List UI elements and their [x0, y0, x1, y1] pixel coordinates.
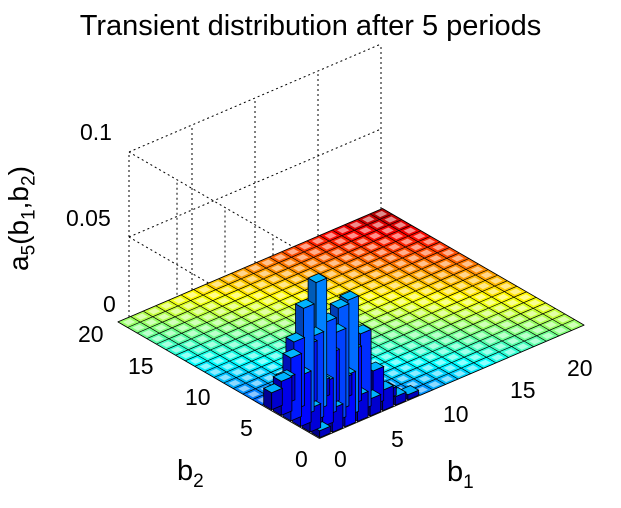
z-tick-label: 0 — [103, 291, 116, 318]
bar — [264, 384, 283, 410]
z-axis-label-main: a — [3, 255, 34, 271]
x-axis-label-sub: 1 — [463, 472, 474, 493]
y-tick-label: 20 — [78, 321, 104, 348]
z-tick-label: 0.05 — [66, 205, 111, 232]
x-tick-label: 20 — [567, 355, 593, 382]
z-axis-label: a5(b1,b2) — [3, 166, 41, 271]
z-axis-label-arg1: b — [3, 220, 34, 236]
z-axis-label-sub: 5 — [19, 245, 40, 256]
x-tick-label: 10 — [443, 401, 469, 428]
z-axis-label-arg1-sub: 1 — [19, 209, 40, 220]
x-tick-label: 15 — [510, 377, 536, 404]
x-tick-label: 0 — [334, 446, 347, 473]
x-axis-label-main: b — [447, 456, 463, 488]
x-axis-label: b1 — [447, 456, 474, 494]
y-axis-label-main: b — [177, 455, 193, 487]
bar-face-front — [281, 377, 292, 416]
z-gridline-back — [129, 44, 381, 152]
chart-title: Transient distribution after 5 periods — [0, 10, 621, 43]
y-tick-label: 5 — [240, 415, 253, 442]
y-tick-label: 15 — [128, 353, 154, 380]
z-axis-label-arg2-sub: 2 — [19, 175, 40, 186]
z-axis-label-arg2: b — [3, 186, 34, 202]
x-tick-label: 5 — [391, 426, 404, 453]
y-axis-label: b2 — [177, 455, 204, 493]
z-tick-label: 0.1 — [80, 119, 112, 146]
y-axis-label-sub: 2 — [193, 471, 204, 492]
y-tick-label: 10 — [185, 384, 211, 411]
y-tick-label: 0 — [295, 446, 308, 473]
